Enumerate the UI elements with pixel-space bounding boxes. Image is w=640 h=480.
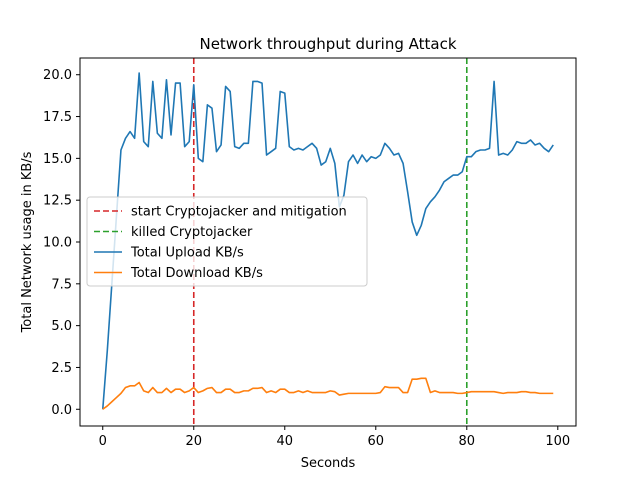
x-tick-label: 20 xyxy=(185,434,202,449)
y-tick-label: 17.5 xyxy=(43,110,72,125)
y-tick-label: 2.5 xyxy=(51,361,72,376)
y-tick-label: 7.5 xyxy=(51,277,72,292)
x-axis-label: Seconds xyxy=(301,456,356,471)
x-tick-label: 80 xyxy=(459,434,476,449)
y-tick-label: 12.5 xyxy=(43,194,72,209)
y-tick-label: 5.0 xyxy=(51,319,72,334)
legend: start Cryptojacker and mitigation killed … xyxy=(86,196,368,287)
x-tick-label: 100 xyxy=(545,434,570,449)
y-tick-label: 0.0 xyxy=(51,403,72,418)
x-tick-label: 40 xyxy=(276,434,293,449)
legend-entry-label: killed Cryptojacker xyxy=(131,225,253,240)
legend-entry-label: Total Download KB/s xyxy=(130,266,263,281)
y-tick-label: 20.0 xyxy=(43,68,72,83)
y-tick-label: 10.0 xyxy=(43,236,72,251)
series-line-download xyxy=(102,377,554,410)
y-tick-label: 15.0 xyxy=(43,152,72,167)
legend-entry-label: Total Upload KB/s xyxy=(130,246,244,261)
x-tick-label: 0 xyxy=(99,434,107,449)
x-axis: 0 20 40 60 80 100 xyxy=(99,426,570,449)
y-axis: 0.0 2.5 5.0 7.5 10.0 12.5 15.0 17.5 20.0 xyxy=(43,68,80,418)
x-tick-label: 60 xyxy=(368,434,385,449)
legend-entry-label: start Cryptojacker and mitigation xyxy=(131,205,347,220)
legend-box xyxy=(86,196,368,287)
chart-title: Network throughput during Attack xyxy=(199,35,456,53)
series-line-upload xyxy=(101,72,554,410)
y-axis-label: Total Network usage in KB/s xyxy=(20,151,35,333)
